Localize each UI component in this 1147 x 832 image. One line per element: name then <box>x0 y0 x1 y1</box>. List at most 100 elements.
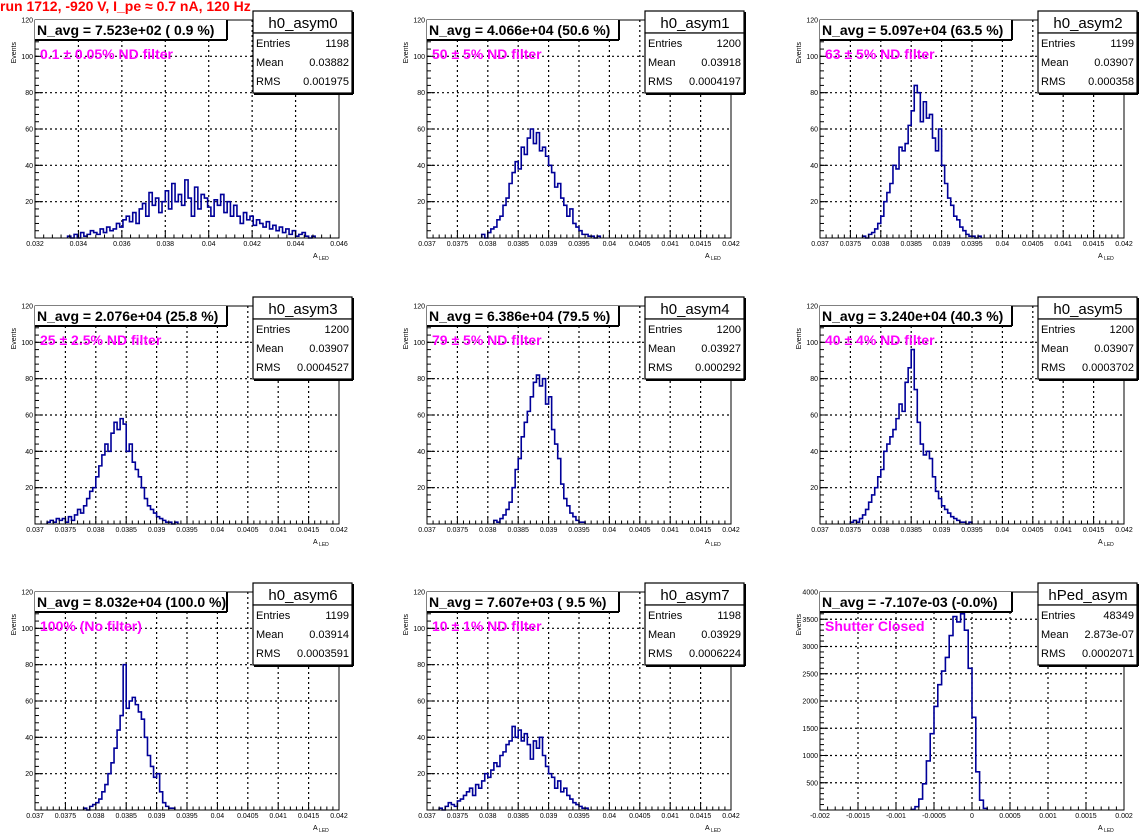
histogram-panel-h0_asym1: 0.037 0.0375 0.038 0.0385 0.039 0.0395 0.04 0.0… <box>403 10 746 262</box>
stats-value: 0.0004527 <box>297 362 349 374</box>
x-tick-label: 0.0385 <box>507 527 529 534</box>
x-tick-label: 0.0405 <box>237 527 259 534</box>
y-tick-label: 20 <box>417 485 425 492</box>
y-tick-label: 20 <box>810 199 818 206</box>
filter-label: 100% (No filter) <box>40 618 142 634</box>
y-tick-label: 20 <box>25 199 33 206</box>
histogram-series <box>46 417 179 525</box>
stats-box <box>644 604 745 666</box>
hist-name: h0_asym3 <box>268 301 337 318</box>
stats-label: Mean <box>648 629 676 641</box>
x-tick-label: 0.0395 <box>568 813 590 820</box>
y-tick-label: 100 <box>806 54 818 61</box>
y-tick-label: 100 <box>21 340 33 347</box>
y-tick-label: 80 <box>25 90 33 97</box>
histogram-panel-h0_asym0: 0.032 0.034 0.036 0.038 0.04 0.042 0.044 0.046 2… <box>11 10 354 262</box>
x-tick-label: -0.001 <box>886 813 906 820</box>
y-tick-label: 80 <box>417 376 425 383</box>
x-tick-label: 0.042 <box>243 241 261 248</box>
y-tick-label: 60 <box>810 413 818 420</box>
x-tick-label: 0.0395 <box>176 527 198 534</box>
filter-label: 79 ± 5% ND filter <box>432 332 542 348</box>
x-tick-label: 0.041 <box>269 813 287 820</box>
x-axis-label: A LED <box>1098 539 1114 548</box>
y-tick-label: 500 <box>806 780 818 787</box>
x-axis-label: A LED <box>705 539 721 548</box>
x-tick-label: -0.0015 <box>846 813 870 820</box>
x-tick-label: 0.037 <box>418 813 436 820</box>
y-tick-label: 20 <box>417 771 425 778</box>
x-tick-label: 0.0405 <box>629 241 651 248</box>
x-tick-label: 0.0415 <box>690 527 712 534</box>
x-tick-label: 0.0415 <box>690 241 712 248</box>
x-tick-label: 0.0385 <box>900 527 922 534</box>
stats-value: 0.0003591 <box>297 648 349 660</box>
y-tick-label: 80 <box>25 376 33 383</box>
x-tick-label: 0.041 <box>661 241 679 248</box>
stats-box <box>252 32 353 94</box>
stats-value: 0.03907 <box>1094 343 1134 355</box>
histogram-panel-hPed_asym: -0.002 -0.0015 -0.001 -0.0005 0 0.0005 0.001 0.… <box>796 582 1139 832</box>
x-tick-label: -0.002 <box>810 813 830 820</box>
y-tick-label: 60 <box>25 699 33 706</box>
stats-label: Entries <box>1041 38 1076 50</box>
filter-label: 50 ± 5% ND filter <box>432 46 542 62</box>
y-tick-label: 20 <box>25 771 33 778</box>
hist-name: h0_asym0 <box>268 15 337 32</box>
stats-label: RMS <box>1041 362 1065 374</box>
stats-value: 2.873e-07 <box>1084 629 1134 641</box>
x-tick-label: 0.0405 <box>629 527 651 534</box>
stats-label: RMS <box>256 648 280 660</box>
y-tick-label: 20 <box>810 485 818 492</box>
x-tick-label: 0.042 <box>330 527 348 534</box>
x-tick-label: 0.0415 <box>298 527 320 534</box>
x-tick-label: 0.039 <box>933 241 951 248</box>
histogram-panel-h0_asym4: 0.037 0.0375 0.038 0.0385 0.039 0.0395 0.04 0.0… <box>403 296 746 548</box>
x-axis-label: A LED <box>313 539 329 548</box>
x-tick-label: 0.0005 <box>999 813 1021 820</box>
x-tick-label: 0.0395 <box>961 527 983 534</box>
x-tick-label: 0.0405 <box>629 813 651 820</box>
stats-value: 48349 <box>1103 610 1134 622</box>
histogram-series <box>493 374 586 524</box>
x-tick-label: 0.0015 <box>1075 813 1097 820</box>
y-tick-label: 100 <box>21 54 33 61</box>
y-tick-label: 120 <box>806 18 818 25</box>
x-tick-label: 0.0385 <box>507 241 529 248</box>
y-tick-label: 60 <box>417 699 425 706</box>
x-tick-label: 0.038 <box>479 241 497 248</box>
y-axis-label: Events <box>796 328 803 350</box>
stats-value: 0.03914 <box>309 629 349 641</box>
x-tick-label: 0.04 <box>211 527 225 534</box>
y-axis-label: Events <box>403 328 410 350</box>
navg-label-box <box>35 306 227 326</box>
x-tick-label: 0.0375 <box>840 241 862 248</box>
x-axis-label: A LED <box>705 253 721 262</box>
x-tick-label: 0.037 <box>26 527 44 534</box>
y-tick-label: 120 <box>21 304 33 311</box>
x-tick-label: 0.039 <box>148 527 166 534</box>
x-tick-label: 0.037 <box>418 241 436 248</box>
y-tick-label: 120 <box>21 590 33 597</box>
stats-value: 0.03907 <box>1094 57 1134 69</box>
navg-label: N_avg = 8.032e+04 (100.0 %) <box>37 594 226 610</box>
filter-label: 63 ± 5% ND filter <box>825 46 935 62</box>
y-tick-label: 40 <box>25 449 33 456</box>
x-tick-label: 0.0405 <box>1022 241 1044 248</box>
x-tick-label: 0.042 <box>1115 527 1133 534</box>
y-tick-label: 60 <box>25 127 33 134</box>
stats-value: 0.000358 <box>1088 76 1134 88</box>
y-tick-label: 40 <box>810 163 818 170</box>
stats-value: 0.000292 <box>695 362 741 374</box>
x-tick-label: 0.0375 <box>447 241 469 248</box>
histogram-series <box>861 84 982 239</box>
y-tick-label: 60 <box>417 413 425 420</box>
x-tick-label: 0.04 <box>202 241 216 248</box>
stats-label: Entries <box>648 324 683 336</box>
y-tick-label: 100 <box>413 626 425 633</box>
x-tick-label: 0.0395 <box>176 813 198 820</box>
y-tick-label: 80 <box>810 90 818 97</box>
stats-value: 1200 <box>717 324 741 336</box>
y-tick-label: 2000 <box>802 699 818 706</box>
x-tick-label: 0.0395 <box>568 241 590 248</box>
